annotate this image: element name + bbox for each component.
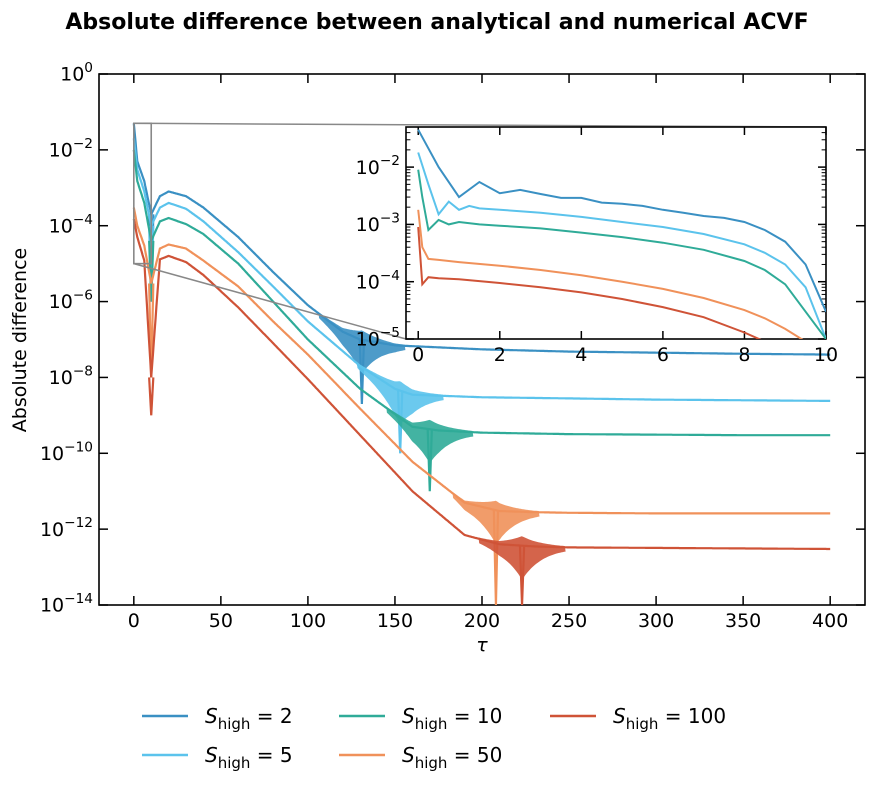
main-series-group — [132, 123, 831, 605]
chart-title: Absolute difference between analytical a… — [65, 10, 808, 35]
main-y-tick-label: 10−8 — [49, 364, 93, 390]
main-x-tick-label: 50 — [209, 610, 233, 632]
main-x-tick-label: 200 — [464, 610, 500, 632]
legend: Shigh = 2 Shigh = 5 Shigh = 10 Shigh = 50 Sh… — [142, 704, 726, 772]
main-x-tick-label: 0 — [128, 610, 140, 632]
series-dip — [426, 429, 433, 492]
main-x-tick-label: 100 — [290, 610, 326, 632]
inset-y-tick-label: 10−5 — [356, 325, 400, 351]
series-line — [132, 218, 831, 551]
main-x-tick-label: 250 — [551, 610, 587, 632]
main-x-tick-label: 400 — [812, 610, 848, 632]
inset-series-group — [417, 129, 826, 339]
main-y-tick-label: 100 — [60, 60, 93, 86]
main-y-tick-label: 10−4 — [49, 212, 93, 238]
legend-label: Shigh = 100 — [613, 704, 726, 733]
series-line — [132, 123, 831, 356]
series-dip — [396, 390, 404, 454]
main-axis-labels: τ Absolute difference — [9, 248, 488, 656]
legend-label: Shigh = 50 — [402, 743, 502, 772]
inset-frame — [405, 126, 827, 340]
inset-series-line — [417, 169, 826, 339]
inset-y-tick-label: 10−4 — [356, 268, 400, 294]
main-y-tick-label: 10−10 — [40, 439, 93, 465]
main-y-tick-label: 10−12 — [40, 515, 93, 541]
series-oscillation-band — [386, 406, 474, 463]
inset-y-tick-label: 10−3 — [356, 211, 400, 237]
inset-series-line — [417, 152, 826, 339]
inset-x-tick-label: 2 — [494, 344, 506, 366]
inset-y-tick-label: 10−2 — [356, 153, 400, 179]
legend-label: Shigh = 2 — [205, 704, 293, 733]
main-y-tick-label: 10−6 — [49, 288, 93, 314]
series-line — [132, 207, 831, 515]
series-line — [132, 149, 831, 437]
y-axis-label: Absolute difference — [9, 248, 31, 432]
series-oscillation-band — [318, 312, 406, 374]
inset-plot: 0 2 4 6 8 10 10−2 10−3 10−4 10−5 — [356, 126, 838, 366]
main-y-tick-label: 10−14 — [40, 591, 93, 617]
inset-x-tick-label: 10 — [814, 344, 838, 366]
inset-series-line — [417, 129, 826, 313]
series-dip — [148, 240, 155, 302]
inset-x-tick-label: 4 — [575, 344, 587, 366]
inset-x-tick-label: 6 — [657, 344, 669, 366]
inset-x-tick-label: 8 — [738, 344, 750, 366]
x-axis-label: τ — [476, 634, 488, 656]
inset-series-line — [417, 226, 762, 339]
series-line — [132, 138, 831, 402]
main-x-tick-label: 150 — [377, 610, 413, 632]
main-x-tick-label: 300 — [638, 610, 674, 632]
legend-label: Shigh = 5 — [205, 743, 293, 772]
main-x-tick-label: 350 — [725, 610, 761, 632]
series-dip — [358, 339, 366, 404]
main-y-tick-label: 10−2 — [49, 136, 93, 162]
series-dip — [518, 545, 526, 605]
legend-label: Shigh = 10 — [402, 704, 502, 733]
inset-series-line — [417, 209, 804, 339]
inset-x-tick-label: 0 — [412, 344, 424, 366]
series-dip — [148, 377, 155, 416]
zoom-connector-bottom — [133, 262, 407, 340]
